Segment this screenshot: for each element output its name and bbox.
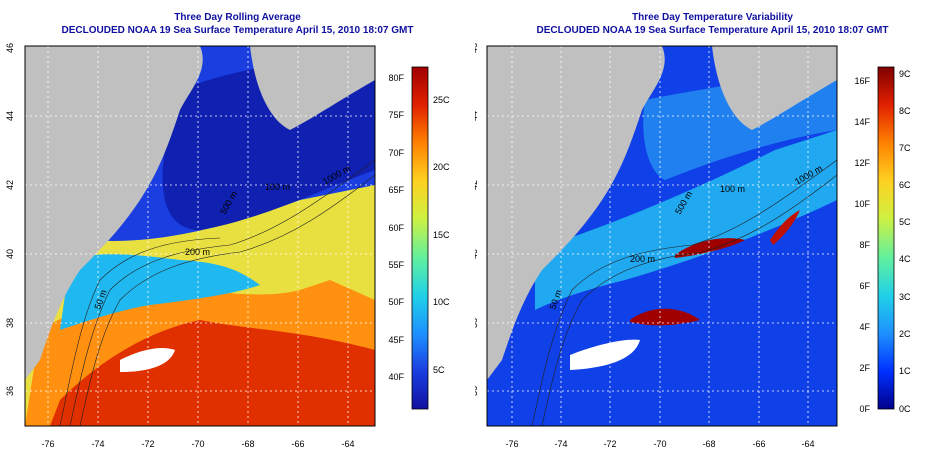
colorbar-label: 45F [388, 335, 404, 345]
contour-label: 200 m [630, 254, 655, 264]
panel-title: Three Day Rolling Average [174, 12, 301, 23]
grid-lines [487, 46, 837, 426]
colorbar-label: 8F [859, 240, 870, 250]
map-frame [486, 45, 838, 427]
x-tick-label: -74 [91, 439, 104, 449]
colorbar-label: 5C [899, 217, 911, 227]
x-tick-label: -76 [41, 439, 54, 449]
y-tick-label: 44 [475, 111, 479, 121]
x-tick-label: -74 [554, 439, 567, 449]
colorbar-label: 5C [433, 365, 445, 375]
cloud-mask [570, 339, 640, 370]
y-tick-label: 40 [475, 249, 479, 259]
y-tick-label: 38 [5, 318, 15, 328]
panel-title: Three Day Temperature Variability [632, 12, 793, 23]
y-tick-label: 46 [475, 43, 479, 53]
panel-temperature-variability: Three Day Temperature Variability DECLOU… [475, 0, 950, 475]
colorbar-label: 10C [433, 297, 450, 307]
colorbar-label: 9C [899, 69, 911, 79]
colorbar-celsius-labels: 0C 1C 2C 3C 4C 5C 6C 7C 8C 9C [899, 69, 911, 414]
front-high-variability [630, 308, 700, 326]
map-frame [24, 45, 376, 427]
colorbar-label: 1C [899, 366, 911, 376]
colorbar-label: 0C [899, 404, 911, 414]
land [487, 46, 665, 380]
x-tick-label: -70 [191, 439, 204, 449]
colorbar-fahrenheit-labels: 40F 45F 50F 55F 60F 65F 70F 75F 80F [388, 73, 404, 382]
colorbar-label: 10F [854, 199, 870, 209]
contour-label: 100 m [720, 184, 745, 194]
contour-label: 100 m [265, 182, 290, 192]
colorbar-label: 3C [899, 292, 911, 302]
colorbar-label: 4C [899, 254, 911, 264]
moderate-variability [535, 130, 837, 310]
colorbar-label: 0F [859, 404, 870, 414]
x-tick-label: -72 [141, 439, 154, 449]
shelf-water [60, 254, 260, 330]
colorbar-label: 25C [433, 95, 450, 105]
x-axis: -76 -74 -72 -70 -68 -66 -64 [41, 439, 354, 449]
colorbar-label: 65F [388, 185, 404, 195]
colorbar [877, 66, 895, 410]
x-tick-label: -70 [653, 439, 666, 449]
colorbar-label: 40F [388, 372, 404, 382]
y-tick-label: 44 [5, 111, 15, 121]
x-tick-label: -68 [702, 439, 715, 449]
colorbar-label: 7C [899, 143, 911, 153]
panel-rolling-average: Three Day Rolling Average DECLOUDED NOAA… [5, 12, 450, 449]
front-high-variability [770, 210, 800, 245]
colorbar-label: 2C [899, 329, 911, 339]
y-tick-label: 40 [5, 249, 15, 259]
x-tick-label: -66 [752, 439, 765, 449]
contour-label: 200 m [185, 247, 210, 257]
y-tick-label: 46 [5, 43, 15, 53]
colorbar-label: 60F [388, 223, 404, 233]
colorbar-fahrenheit-labels: 0F 2F 4F 6F 8F 10F 12F 14F 16F [854, 76, 870, 414]
grid-lines [25, 46, 375, 426]
depth-contours [59, 159, 375, 426]
colorbar-label: 20C [433, 162, 450, 172]
colorbar-label: 70F [388, 148, 404, 158]
colorbar-label: 15C [433, 230, 450, 240]
depth-contours [531, 159, 837, 426]
y-axis: 36 38 40 42 44 46 [5, 43, 15, 396]
colorbar-label: 55F [388, 260, 404, 270]
y-axis: 36 38 40 42 44 46 [475, 43, 479, 396]
colorbar-label: 12F [854, 158, 870, 168]
y-tick-label: 38 [475, 318, 479, 328]
colorbar-label: 6F [859, 281, 870, 291]
colorbar [411, 66, 429, 410]
cloud-mask [120, 348, 175, 372]
colorbar-label: 75F [388, 110, 404, 120]
land-nova-scotia [250, 46, 375, 130]
y-tick-label: 42 [475, 180, 479, 190]
colorbar-label: 50F [388, 297, 404, 307]
x-tick-label: -64 [801, 439, 814, 449]
land-nova-scotia [712, 46, 837, 130]
x-axis: -76 -74 -72 -70 -68 -66 -64 [505, 439, 814, 449]
x-tick-label: -68 [241, 439, 254, 449]
x-tick-label: -64 [341, 439, 354, 449]
variability-map: 200 m 500 m 1000 m 100 m 50 m -76 -74 -7… [475, 43, 911, 449]
gulf-stream [50, 320, 375, 426]
panel-subtitle: DECLOUDED NOAA 19 Sea Surface Temperatur… [61, 25, 414, 36]
x-tick-label: -76 [505, 439, 518, 449]
colorbar-label: 14F [854, 117, 870, 127]
colorbar-label: 6C [899, 180, 911, 190]
land [25, 46, 203, 380]
panel-subtitle: DECLOUDED NOAA 19 Sea Surface Temperatur… [536, 25, 889, 36]
y-tick-label: 36 [475, 386, 479, 396]
colorbar-label: 4F [859, 322, 870, 332]
x-tick-label: -66 [291, 439, 304, 449]
y-tick-label: 42 [5, 180, 15, 190]
colorbar-label: 80F [388, 73, 404, 83]
colorbar-label: 2F [859, 363, 870, 373]
colorbar-celsius-labels: 5C 10C 15C 20C 25C [433, 95, 450, 375]
x-tick-label: -72 [603, 439, 616, 449]
colorbar-label: 16F [854, 76, 870, 86]
y-tick-label: 36 [5, 386, 15, 396]
colorbar-label: 8C [899, 106, 911, 116]
sst-map: 200 m 500 m 1000 m 100 m 50 m -76 -74 -7… [5, 43, 450, 449]
